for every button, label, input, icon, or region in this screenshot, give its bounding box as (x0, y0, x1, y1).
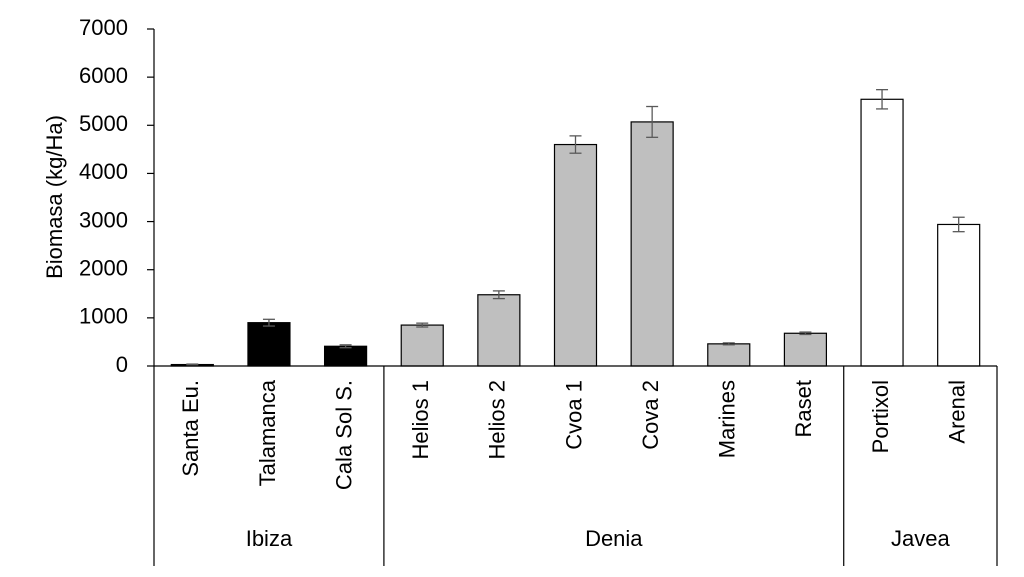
group-label: Javea (891, 526, 950, 551)
bar (553, 143, 598, 367)
bar (707, 343, 751, 367)
y-tick-label: 7000 (79, 15, 128, 40)
bar (630, 121, 674, 367)
x-tick-label: Helios 1 (408, 380, 433, 459)
bars (170, 89, 981, 367)
bar (477, 294, 521, 367)
x-tick-label: Portixol (868, 380, 893, 453)
x-axis: Santa Eu. Talamanca Cala Sol S. Helios 1 Hel… (153, 365, 998, 566)
y-tick-label: 4000 (79, 159, 128, 184)
x-tick-label: Talamanca (255, 379, 280, 486)
x-tick-label: Raset (791, 380, 816, 437)
x-tick-label: Cova 2 (638, 380, 663, 450)
bar (400, 324, 444, 367)
error-bar (646, 105, 659, 138)
x-tick-label: Cvoa 1 (561, 380, 586, 450)
error-bar (876, 89, 889, 110)
bar (783, 332, 828, 367)
error-bar (262, 318, 275, 327)
x-tick-label: Helios 2 (485, 380, 510, 459)
error-bar (186, 363, 199, 366)
group-label: Denia (585, 526, 643, 551)
bar (323, 345, 368, 367)
y-tick-label: 0 (116, 352, 128, 377)
error-bar (569, 135, 582, 154)
x-tick-label: Marines (715, 380, 740, 458)
error-bar (492, 290, 505, 300)
y-tick-label: 2000 (79, 256, 128, 281)
y-tick-label: 3000 (79, 207, 128, 232)
error-bar (952, 216, 965, 233)
x-tick-label: Arenal (944, 380, 969, 444)
y-tick-label: 5000 (79, 111, 128, 136)
error-bar (416, 322, 429, 328)
bar (937, 223, 981, 367)
x-tick-label: Cala Sol S. (331, 380, 356, 490)
error-bar (339, 344, 352, 349)
y-tick-label: 6000 (79, 63, 128, 88)
bar (247, 322, 291, 367)
y-axis: 0 1000 2000 3000 4000 5000 6000 7000 (79, 15, 155, 377)
error-bar (799, 331, 812, 336)
x-tick-label: Santa Eu. (178, 380, 203, 477)
bar (860, 98, 904, 367)
group-label: Ibiza (246, 526, 293, 551)
y-tick-label: 1000 (79, 304, 128, 329)
y-axis-label: Biomasa (kg/Ha) (42, 115, 67, 279)
error-bar (722, 342, 735, 346)
